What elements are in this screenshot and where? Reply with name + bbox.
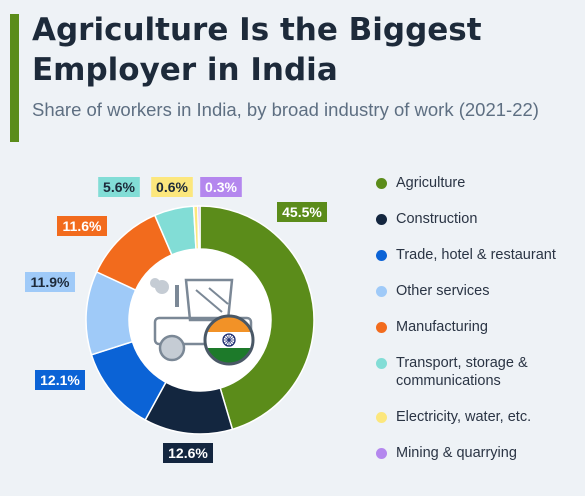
chart-subtitle: Share of workers in India, by broad indu… — [32, 99, 539, 120]
legend-item-manufacturing: Manufacturing — [376, 318, 488, 336]
data-label-other-services: 11.9% — [25, 272, 75, 292]
legend-label: Transport, storage & communications — [396, 355, 528, 389]
data-label-text: 45.5% — [282, 204, 322, 220]
slice-mining-quarrying — [197, 205, 201, 250]
data-label-manufacturing: 11.6% — [57, 216, 107, 236]
legend-swatch — [376, 214, 387, 225]
data-label-trade-hotel-restaurant: 12.1% — [35, 370, 85, 390]
legend-item-agriculture: Agriculture — [376, 174, 465, 192]
legend-item-other-services: Other services — [376, 282, 489, 300]
data-label-agriculture: 45.5% — [277, 202, 327, 222]
legend-item-construction: Construction — [376, 210, 477, 228]
legend-swatch — [376, 358, 387, 369]
data-label-text: 0.3% — [205, 179, 237, 195]
chart-title: Agriculture Is the Biggest Employer in I… — [32, 12, 482, 88]
data-label-text: 12.1% — [40, 372, 80, 388]
data-label-text: 5.6% — [103, 179, 135, 195]
legend-swatch — [376, 412, 387, 423]
data-label-text: 11.9% — [31, 274, 70, 290]
tractor-icon — [129, 249, 271, 391]
legend-item-electricity-water-etc: Electricity, water, etc. — [376, 408, 531, 426]
legend-label: Manufacturing — [396, 319, 488, 335]
legend-label: Construction — [396, 211, 478, 227]
data-label-electricity-water-etc: 0.6% — [151, 177, 193, 197]
legend-label: Agriculture — [396, 175, 466, 191]
legend-swatch — [376, 448, 387, 459]
slice-agriculture — [199, 205, 315, 431]
legend-swatch — [376, 322, 387, 333]
data-label-text: 0.6% — [156, 179, 188, 195]
legend-label: Mining & quarrying — [396, 445, 517, 461]
accent-bar — [10, 14, 19, 142]
data-label-construction: 12.6% — [163, 443, 213, 463]
legend-label: Electricity, water, etc. — [396, 409, 532, 425]
data-label-text: 11.6% — [63, 218, 102, 234]
legend-swatch — [376, 286, 387, 297]
data-label-mining-quarrying: 0.3% — [200, 177, 242, 197]
legend-item-transport-storage-communications: Transport, storage & communications — [376, 354, 581, 390]
legend-label: Other services — [396, 283, 490, 299]
legend-label: Trade, hotel & restaurant — [396, 247, 556, 263]
legend-swatch — [376, 178, 387, 189]
legend-swatch — [376, 250, 387, 261]
legend-item-trade-hotel-restaurant: Trade, hotel & restaurant — [376, 246, 556, 264]
legend-item-mining-quarrying: Mining & quarrying — [376, 444, 517, 462]
indian-flag-icon — [203, 314, 255, 366]
data-label-transport-storage-communications: 5.6% — [98, 177, 140, 197]
data-label-text: 12.6% — [168, 445, 208, 461]
